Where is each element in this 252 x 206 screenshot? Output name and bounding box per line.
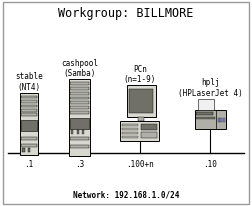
Bar (220, 118, 223, 122)
Bar (82, 130, 84, 134)
Bar (21, 137, 37, 140)
Bar (196, 117, 215, 119)
Bar (129, 89, 153, 113)
Bar (122, 136, 138, 138)
Text: stable
(NT4): stable (NT4) (15, 72, 43, 92)
Bar (141, 124, 157, 130)
Bar (21, 96, 37, 98)
Bar (122, 128, 138, 130)
Bar (28, 148, 30, 152)
Bar (70, 137, 89, 140)
Bar (71, 130, 73, 134)
Text: PCn
(n=1-9): PCn (n=1-9) (124, 65, 156, 84)
Bar (69, 79, 90, 156)
Bar (120, 121, 160, 141)
Bar (70, 111, 89, 114)
Bar (218, 118, 220, 122)
Bar (70, 106, 89, 109)
Bar (70, 145, 89, 148)
Bar (70, 92, 89, 95)
Text: Workgroup: BILLMORE: Workgroup: BILLMORE (58, 7, 194, 20)
Bar (70, 101, 89, 104)
Bar (77, 130, 79, 134)
Bar (22, 148, 25, 152)
Bar (21, 100, 37, 103)
Bar (127, 85, 156, 117)
Bar (70, 82, 89, 85)
Bar (70, 118, 89, 129)
Bar (141, 132, 157, 138)
Bar (223, 118, 225, 122)
Bar (70, 87, 89, 90)
Bar (21, 120, 37, 131)
Bar (21, 144, 37, 147)
Bar (21, 109, 37, 112)
Bar (122, 132, 138, 134)
Bar (70, 97, 89, 99)
Text: .100+n: .100+n (126, 160, 154, 169)
Bar (196, 112, 213, 115)
Bar (20, 93, 39, 154)
Bar (21, 104, 37, 107)
Bar (195, 110, 226, 129)
Bar (21, 113, 37, 116)
Text: cashpool
(Samba): cashpool (Samba) (61, 59, 98, 78)
Text: Network: 192.168.1.0/24: Network: 192.168.1.0/24 (73, 191, 179, 200)
Bar (138, 117, 144, 121)
Bar (198, 99, 213, 110)
Text: .3: .3 (75, 160, 84, 169)
Bar (122, 124, 138, 126)
Text: .10: .10 (203, 160, 217, 169)
Text: .1: .1 (24, 160, 34, 169)
Text: hplj
(HPLaserJet 4): hplj (HPLaserJet 4) (178, 78, 243, 98)
